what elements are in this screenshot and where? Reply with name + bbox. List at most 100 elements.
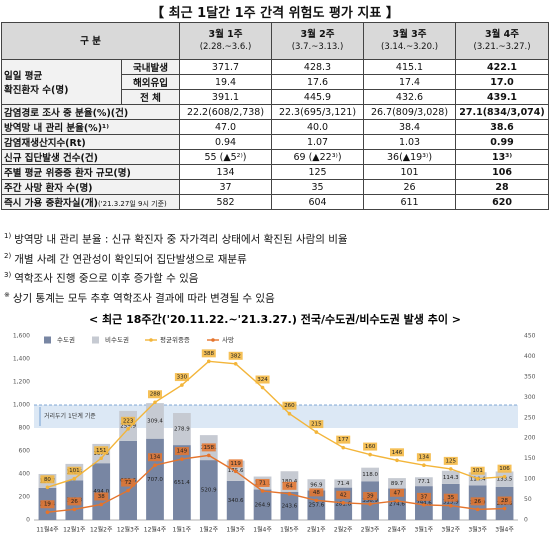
line-marker	[99, 502, 104, 507]
cell: 69 (▲22³⁾)	[271, 149, 365, 165]
cell: 47.0	[179, 119, 273, 135]
legend-swatch	[149, 338, 153, 342]
cell: 611	[363, 194, 457, 210]
cell: 22.3(695/3,121)	[271, 104, 365, 120]
line-label-box	[201, 443, 216, 452]
footnote-marker: 2)	[4, 251, 12, 260]
line-label: 19	[44, 502, 51, 508]
line-label-box	[228, 459, 243, 468]
line-marker	[395, 498, 399, 503]
bar-label: 264.9	[255, 502, 271, 508]
bar-segment	[495, 471, 514, 487]
y2-tick-label: 300	[524, 394, 536, 401]
line-marker	[448, 467, 453, 471]
bar-label: 77.1	[418, 479, 430, 485]
bar-segment	[361, 467, 379, 482]
line-label-box	[121, 416, 136, 425]
line-label: 42	[340, 492, 347, 498]
bar-label: 89.7	[391, 481, 404, 487]
column-week: 3월 3주	[392, 29, 427, 40]
row-label: 즉시 가용 중환자실(개)('21.3.27일 9시 기준)	[0, 194, 181, 210]
row-label: 주별 평균 위중증 환자 규모(명)	[0, 164, 181, 180]
x-tick-label: 11월4주	[36, 526, 59, 534]
y-tick-label: 0	[26, 517, 30, 524]
line-label: 324	[257, 377, 268, 383]
line-marker	[153, 400, 157, 405]
x-tick-label: 3월3주	[468, 526, 487, 534]
y-tick-label: 800	[19, 425, 31, 432]
table-row: 감염경로 조사 중 분율(%)(건) 22.2(608/2,738) 22.3(69…	[0, 104, 550, 120]
x-tick-label: 1월2주	[199, 526, 218, 534]
line-marker	[72, 507, 77, 512]
row-sub-label: 해외유입	[120, 74, 181, 90]
bar-segment	[334, 479, 353, 488]
bar-segment	[146, 403, 164, 439]
row-sub-label: 전 체	[120, 89, 181, 105]
reference-band	[34, 405, 518, 428]
line-label: 101	[69, 468, 80, 474]
line-marker	[45, 485, 50, 490]
row-label: 방역망 내 관리 분율(%)¹⁾	[0, 119, 181, 135]
x-tick-label: 1월5주	[280, 526, 299, 534]
cell: 0.99	[455, 134, 550, 150]
y2-tick-label: 150	[524, 455, 536, 462]
cell: 37	[179, 179, 273, 195]
line-label: 101	[472, 468, 483, 474]
row-label-text: 주별 평균 위중증 환자 규모(명)	[4, 168, 131, 179]
line-label-box	[174, 447, 189, 456]
bar-label: 71.4	[337, 481, 350, 487]
row-label-text: 주간 사망 환자 수(명)	[4, 183, 93, 194]
bar-label: 259.9	[120, 423, 136, 429]
footnote: 2) 개별 사례 간 연관성이 확인되어 집단발생으로 재분류	[4, 248, 548, 268]
line-marker	[341, 445, 346, 450]
line-label-box	[497, 496, 512, 505]
line-label: 160	[365, 444, 376, 450]
cell: 101	[363, 164, 457, 180]
cell: 1.07	[271, 134, 365, 150]
line-label: 149	[177, 449, 188, 455]
line-label-box	[121, 478, 136, 487]
bar-label: 114.3	[443, 475, 459, 481]
line-marker	[180, 457, 184, 461]
bar-segment	[415, 477, 433, 487]
line-label-box	[309, 488, 324, 497]
line-marker	[45, 510, 50, 515]
line-label: 134	[150, 455, 161, 461]
table-row: 즉시 가용 중환자실(개)('21.3.27일 9시 기준) 582 604 611 6…	[0, 194, 550, 210]
cell: 17.4	[363, 74, 457, 90]
line-label: 26	[71, 499, 78, 505]
column-range: (3.21.~3.27.)	[473, 42, 531, 52]
legend-label: 비수도권	[105, 335, 129, 344]
line-label: 134	[419, 455, 430, 461]
cell: 35	[271, 179, 365, 195]
column-header: 3월 4주 (3.21.~3.27.)	[455, 22, 550, 60]
cell: 134	[179, 164, 273, 180]
legend-swatch	[44, 336, 51, 344]
bar-label: 651.4	[174, 480, 190, 486]
line-label: 158	[204, 445, 215, 451]
bar-label: 309.4	[147, 418, 163, 424]
line-label-box	[67, 466, 82, 475]
cell: 620	[455, 194, 550, 210]
bar-label: 278.9	[174, 427, 190, 433]
cell: 17.0	[455, 74, 550, 90]
line-label: 146	[392, 450, 403, 456]
footnote-text: 개별 사례 간 연관성이 확인되어 집단발생으로 재분류	[14, 253, 247, 265]
chart: < 최근 18주간('20.11.22.~'21.3.27.) 전국/수도권/비…	[13, 312, 536, 534]
bar-label: 340.6	[228, 498, 244, 504]
bar-segment	[199, 460, 218, 520]
line-label: 37	[420, 494, 427, 500]
cell: 22.2(608/2,738)	[179, 104, 273, 120]
footnote-text: 역학조사 진행 중으로 이후 증가할 수 있음	[14, 272, 199, 285]
cell: 40.0	[271, 119, 365, 135]
cell: 26.7(809/3,028)	[363, 104, 457, 120]
line-label: 106	[499, 466, 510, 472]
row-label-text: 신규 집단발생 건수(건)	[4, 153, 98, 164]
line-marker	[260, 489, 265, 493]
bar-label: 336.9	[362, 498, 378, 504]
line-label-box	[497, 464, 512, 473]
row-label-text: 감염재생산지수(Rt)	[4, 138, 86, 149]
line-label: 223	[123, 418, 134, 424]
cell: 1.03	[363, 134, 457, 150]
cell: 415.1	[363, 59, 457, 75]
